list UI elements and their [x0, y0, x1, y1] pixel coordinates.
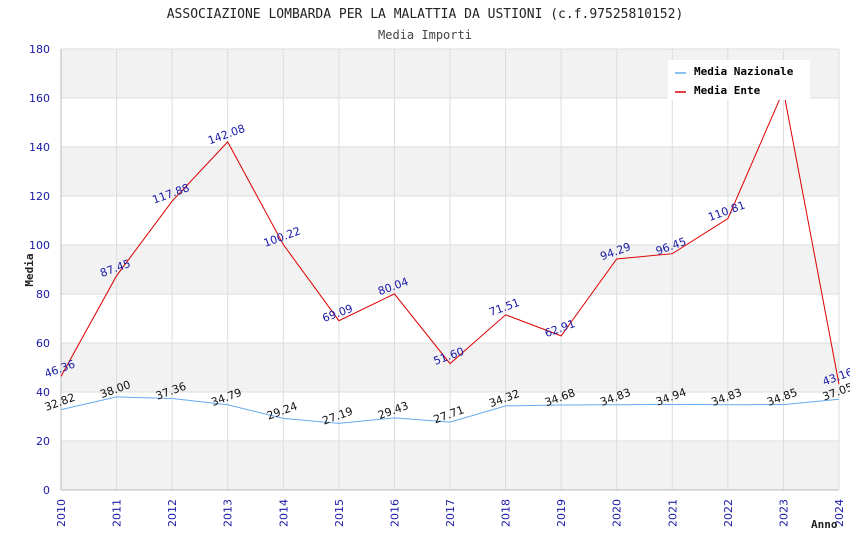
x-axis-label: Anno: [811, 518, 838, 531]
y-tick-label-60: 60: [36, 337, 50, 350]
x-tick-label-2015: 2015: [333, 499, 346, 527]
legend-label-ente: Media Ente: [694, 84, 761, 97]
series-line-ente: [60, 88, 840, 385]
y-axis-label: Media: [23, 253, 36, 286]
x-tick-label-2021: 2021: [666, 499, 679, 527]
y-tick-label-0: 0: [43, 484, 50, 497]
series-line-nazionale: [60, 396, 840, 424]
x-tick-label-2017: 2017: [444, 499, 457, 527]
legend: Media Nazionale Media Ente: [668, 60, 810, 100]
y-tick-label-100: 100: [29, 239, 50, 252]
legend-label-nazionale: Media Nazionale: [694, 65, 794, 78]
y-tick-label-40: 40: [36, 386, 50, 399]
data-label-ente-2019: 62.91: [543, 317, 577, 340]
x-tick-label-2014: 2014: [277, 499, 290, 527]
x-tick-label-2012: 2012: [166, 499, 179, 527]
y-tick-label-80: 80: [36, 288, 50, 301]
x-tick-label-2011: 2011: [111, 499, 124, 527]
data-label-ente-2022: 110.81: [706, 199, 747, 224]
y-tick-label-120: 120: [29, 190, 50, 203]
x-tick-label-2013: 2013: [222, 499, 235, 527]
y-tick-label-180: 180: [29, 43, 50, 56]
y-tick-label-140: 140: [29, 141, 50, 154]
chart-subtitle: Media Importi: [378, 28, 472, 42]
x-tick-label-2020: 2020: [611, 499, 624, 527]
x-tick-label-2023: 2023: [777, 499, 790, 527]
y-tick-label-20: 20: [36, 435, 50, 448]
x-tick-label-2018: 2018: [500, 499, 513, 527]
data-label-nazionale-2015: 27.19: [321, 405, 355, 428]
x-tick-label-2010: 2010: [55, 499, 68, 527]
y-tick-label-160: 160: [29, 92, 50, 105]
data-label-ente-2015: 69.09: [321, 302, 355, 325]
x-tick-label-2024: 2024: [833, 499, 846, 527]
x-tick-label-2016: 2016: [388, 499, 401, 527]
x-tick-label-2019: 2019: [555, 499, 568, 527]
x-tick-label-2022: 2022: [722, 499, 735, 527]
legend-box: [668, 60, 810, 100]
data-label-nazionale-2017: 27.71: [432, 403, 466, 426]
chart-title: ASSOCIAZIONE LOMBARDA PER LA MALATTIA DA…: [167, 7, 684, 22]
